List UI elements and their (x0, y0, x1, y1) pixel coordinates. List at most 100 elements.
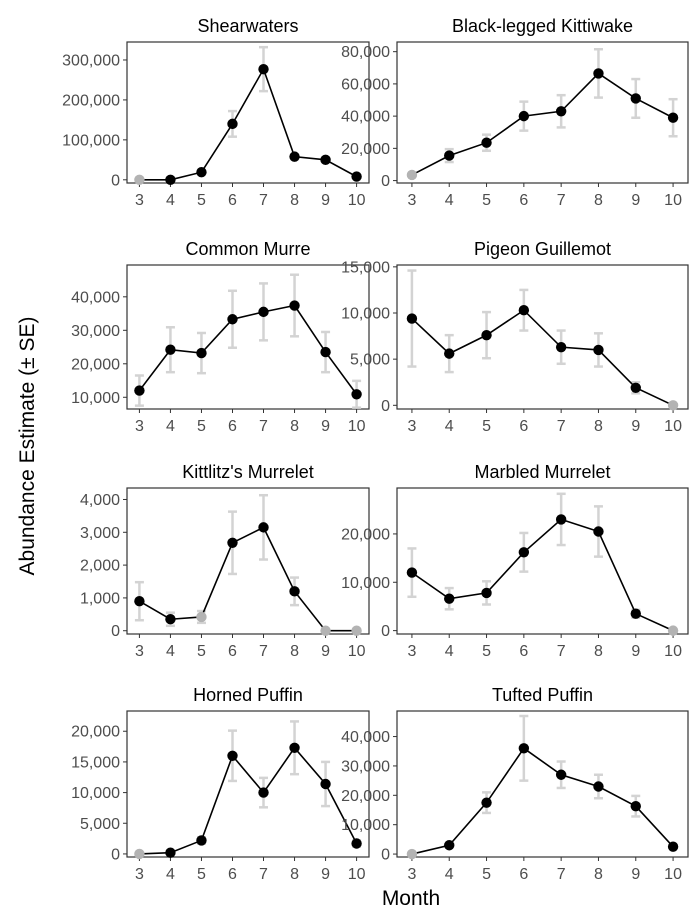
panel-7: Horned Puffin 0 5,000 10,000 15,000 20,000 3 4 5… (71, 685, 370, 883)
panel-4: Pigeon Guillemot 0 5,000 10,000 15,000 3 4 5 6 7 8… (341, 239, 689, 435)
x-tick-label: 10 (664, 643, 682, 660)
panel-title: Kittlitz's Murrelet (182, 462, 313, 482)
data-point (518, 547, 530, 558)
x-tick-label: 10 (664, 866, 682, 883)
panel-border (126, 710, 370, 858)
x-tick-label: 9 (631, 192, 640, 209)
data-point (196, 347, 207, 359)
x-tick-label: 6 (519, 192, 528, 209)
panel-title: Horned Puffin (193, 685, 303, 705)
y-tick-label: 0 (111, 846, 120, 863)
data-point (320, 778, 331, 790)
y-tick-label: 300,000 (62, 52, 120, 69)
panel-border (396, 41, 689, 184)
series-line (411, 747, 674, 855)
data-point (258, 306, 269, 318)
data-point (630, 93, 641, 104)
series-line (411, 72, 674, 176)
x-tick-label: 8 (594, 643, 603, 660)
data-point (593, 781, 604, 792)
x-tick-label: 7 (557, 643, 566, 660)
data-point (481, 797, 492, 808)
x-tick-label: 4 (166, 866, 175, 883)
data-point (555, 341, 567, 353)
data-point (630, 800, 641, 812)
y-tick-label: 0 (381, 847, 390, 864)
y-tick-label: 3,000 (80, 525, 120, 542)
y-tick-label: 20,000 (71, 356, 120, 373)
y-tick-label: 0 (381, 173, 390, 190)
data-point (196, 835, 207, 846)
data-point (227, 314, 238, 325)
y-tick-label: 200,000 (62, 92, 120, 109)
y-tick-label: 40,000 (341, 109, 390, 126)
panel-title: Marbled Murrelet (474, 462, 610, 482)
x-tick-label: 8 (290, 643, 299, 660)
x-tick-label: 3 (407, 192, 416, 209)
data-point (518, 743, 530, 754)
series-line (411, 309, 674, 407)
y-tick-label: 20,000 (341, 788, 390, 805)
panel-border (396, 710, 689, 858)
data-point (289, 742, 300, 754)
y-tick-label: 1,000 (80, 590, 120, 607)
data-point (258, 522, 269, 533)
x-tick-label: 3 (135, 192, 144, 209)
data-point (134, 174, 145, 186)
y-tick-label: 4,000 (80, 492, 120, 509)
x-tick-label: 3 (407, 643, 416, 660)
data-point (518, 110, 530, 122)
x-tick-label: 7 (259, 643, 268, 660)
data-point (555, 106, 567, 117)
panel-title: Common Murre (185, 239, 310, 259)
data-point (481, 329, 492, 341)
data-point (165, 614, 176, 625)
y-tick-label: 2,000 (80, 558, 120, 575)
data-point (258, 787, 269, 798)
data-point (351, 389, 362, 400)
data-point (630, 608, 641, 619)
x-tick-label: 9 (631, 418, 640, 435)
x-tick-label: 9 (321, 192, 330, 209)
x-tick-label: 3 (407, 418, 416, 435)
y-axis-title: Abundance Estimate (± SE) (16, 317, 39, 576)
x-tick-label: 6 (228, 643, 237, 660)
data-point (406, 567, 418, 578)
data-point (165, 847, 176, 858)
x-tick-label: 4 (166, 192, 175, 209)
series-line (411, 518, 674, 632)
data-point (165, 174, 176, 186)
panels: Shearwaters 0 100,000 200,000 300,000 3 4 5 6 7 8 9… (62, 16, 689, 883)
panel-border (126, 264, 370, 410)
y-tick-label: 20,000 (341, 141, 390, 158)
x-tick-label: 10 (664, 418, 682, 435)
y-tick-label: 20,000 (71, 724, 120, 741)
x-tick-label: 3 (135, 866, 144, 883)
y-tick-label: 10,000 (341, 306, 390, 323)
data-point (165, 344, 176, 355)
y-tick-label: 0 (111, 172, 120, 189)
x-tick-label: 4 (166, 643, 175, 660)
panel-6: Marbled Murrelet 0 10,000 20,000 3 4 5 6 7 8 9 10 (341, 462, 689, 660)
x-tick-label: 5 (197, 866, 206, 883)
data-point (518, 305, 530, 316)
data-point (667, 841, 679, 852)
panel-3: Common Murre 10,000 20,000 30,000 40,000 3 4 5 6… (71, 239, 370, 435)
x-tick-label: 5 (482, 192, 491, 209)
x-tick-label: 6 (519, 866, 528, 883)
panel-title: Tufted Puffin (492, 685, 593, 705)
data-point (444, 348, 455, 359)
data-point (555, 769, 567, 780)
panel-border (396, 264, 689, 410)
x-tick-label: 3 (135, 643, 144, 660)
data-point (134, 848, 145, 860)
y-tick-label: 5,000 (350, 352, 390, 369)
data-point (555, 514, 567, 525)
y-tick-label: 0 (381, 398, 390, 415)
x-tick-label: 3 (135, 418, 144, 435)
y-tick-label: 10,000 (71, 390, 120, 407)
data-point (351, 625, 362, 636)
panel-title: Pigeon Guillemot (474, 239, 611, 259)
data-point (593, 526, 604, 537)
data-point (320, 154, 331, 166)
